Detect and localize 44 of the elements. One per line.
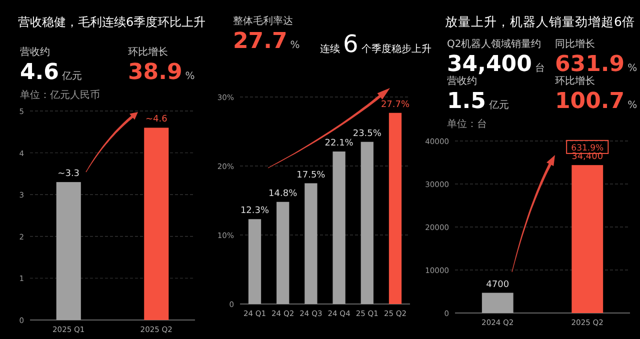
data-label: 23.5% [352,128,382,139]
data-label: ~3.3 [58,169,80,180]
chart-title: 营收稳健，毛利连续6季度环比上升 [18,15,206,29]
text: 100.7 [555,89,625,114]
text: 亿元 [488,100,509,111]
text: % [290,40,300,51]
data-label: 27.7% [380,100,410,110]
annotation: 631.9% [571,143,604,154]
text: % [628,63,638,74]
text: 同比增长 [555,38,595,50]
text: 27.7 [233,29,288,54]
text: 台 [534,62,545,74]
text: 亿元 [60,71,82,82]
bar [388,112,402,304]
text: % [185,71,195,82]
text: 38.9 [128,60,182,85]
text: 整体毛利率达 [233,15,293,27]
text: % [628,100,638,111]
data-label: 12.3% [240,206,270,216]
text: 单位：台 [447,118,487,130]
bar [360,142,374,304]
bar [304,183,318,304]
data-label: 4700 [486,280,510,290]
text: 631.9 [555,52,625,77]
data-label: 17.5% [296,170,326,180]
text: 6 [343,30,358,58]
data-label: 22.1% [324,138,354,149]
text: 连续 [320,43,340,55]
text: 营收约 [20,46,50,58]
text: 单位：亿元人民币 [20,89,100,101]
text: 营收约 [447,75,477,87]
chart-title: 放量上升，机器人销量劲增超6倍 [445,14,635,29]
text: 环比增长 [128,46,168,58]
text: 个季度稳步上升 [361,43,432,55]
text: 4.6 [20,60,59,85]
bar [248,219,262,304]
bar [276,202,290,304]
text: 环比增长 [555,75,595,87]
bar [332,152,346,304]
data-label: 14.8% [268,188,298,199]
text: Q2机器人领域销量约 [447,38,542,50]
text: 1.5 [447,89,486,114]
data-label: ~4.6 [145,114,168,125]
text: 34,400 [447,52,532,77]
